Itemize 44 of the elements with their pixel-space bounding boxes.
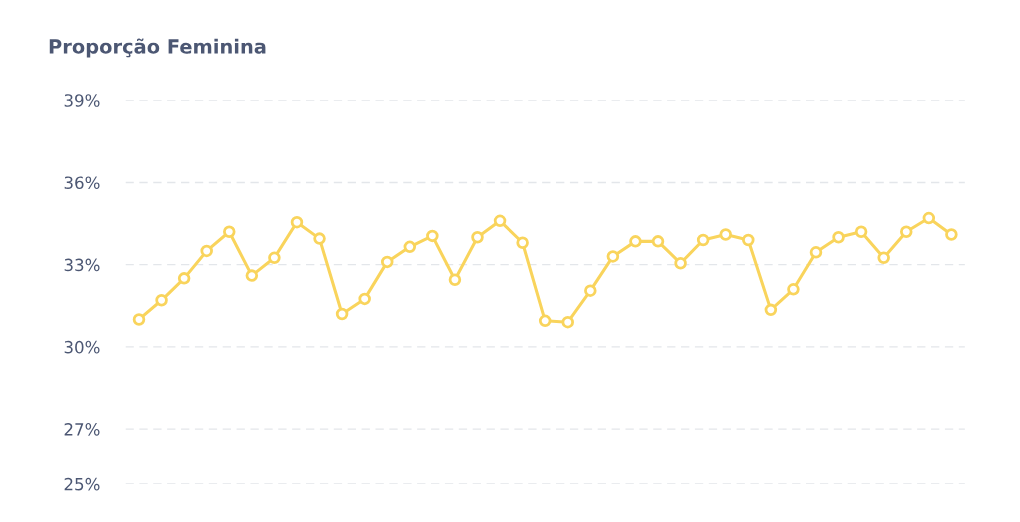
y-tick-label: 25% bbox=[64, 477, 100, 491]
point bbox=[493, 214, 507, 228]
y-tick-label: 33% bbox=[64, 258, 100, 272]
point bbox=[132, 313, 146, 326]
point bbox=[448, 273, 462, 286]
point bbox=[854, 225, 868, 239]
point bbox=[471, 231, 484, 244]
point bbox=[922, 211, 936, 225]
y-tick-label: 30% bbox=[64, 340, 100, 354]
point bbox=[900, 225, 913, 239]
point bbox=[268, 251, 281, 265]
y-tick-label: 36% bbox=[64, 176, 100, 190]
point bbox=[245, 269, 259, 282]
point bbox=[200, 244, 213, 258]
point bbox=[764, 303, 778, 317]
point bbox=[696, 233, 710, 247]
point bbox=[584, 284, 597, 297]
point bbox=[177, 272, 191, 285]
point bbox=[809, 246, 823, 259]
point bbox=[742, 233, 755, 247]
point bbox=[223, 225, 236, 239]
point bbox=[403, 240, 417, 254]
point bbox=[674, 257, 687, 270]
chart-title: Proporção Feminina bbox=[49, 38, 266, 58]
point bbox=[787, 283, 800, 296]
point bbox=[945, 228, 958, 241]
point bbox=[516, 236, 529, 249]
point bbox=[155, 294, 168, 307]
point bbox=[651, 235, 665, 248]
point bbox=[832, 231, 845, 244]
y-tick-label: 27% bbox=[64, 423, 100, 436]
point bbox=[358, 292, 371, 306]
point bbox=[538, 314, 552, 328]
point bbox=[426, 229, 439, 243]
point bbox=[629, 235, 642, 248]
point bbox=[606, 250, 620, 263]
point bbox=[380, 255, 394, 269]
point bbox=[877, 251, 890, 265]
point bbox=[313, 232, 326, 245]
point bbox=[719, 228, 732, 241]
point bbox=[561, 315, 575, 329]
y-tick-label: 39% bbox=[64, 94, 100, 107]
point bbox=[290, 215, 304, 229]
point bbox=[335, 307, 349, 321]
